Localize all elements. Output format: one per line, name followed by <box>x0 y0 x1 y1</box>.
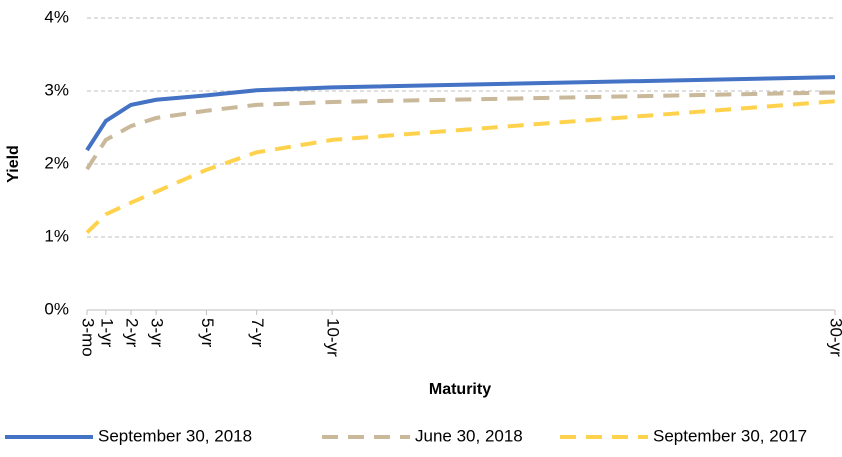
x-tick-label: 5-yr <box>198 318 217 348</box>
y-tick-label: 2% <box>44 153 69 172</box>
y-tick-label: 0% <box>44 299 69 318</box>
y-tick-label: 4% <box>44 7 69 26</box>
legend-label: September 30, 2017 <box>653 426 807 445</box>
x-tick-label: 3-yr <box>148 318 167 348</box>
series-line <box>85 99 836 235</box>
x-tick-label: 3-mo <box>79 318 98 357</box>
x-tick-label: 2-yr <box>123 318 142 348</box>
series-line <box>85 90 836 171</box>
series-line <box>85 75 836 152</box>
y-axis-title: Yield <box>5 145 22 183</box>
legend-label: September 30, 2018 <box>98 426 252 445</box>
x-tick-label: 10-yr <box>324 318 343 357</box>
x-tick-label: 7-yr <box>248 318 267 348</box>
legend-label: June 30, 2018 <box>415 426 523 445</box>
x-tick-label: 30-yr <box>827 318 842 357</box>
x-axis-title: Maturity <box>429 381 491 398</box>
x-tick-label: 1-yr <box>97 318 116 348</box>
y-tick-label: 3% <box>44 80 69 99</box>
y-tick-label: 1% <box>44 226 69 245</box>
